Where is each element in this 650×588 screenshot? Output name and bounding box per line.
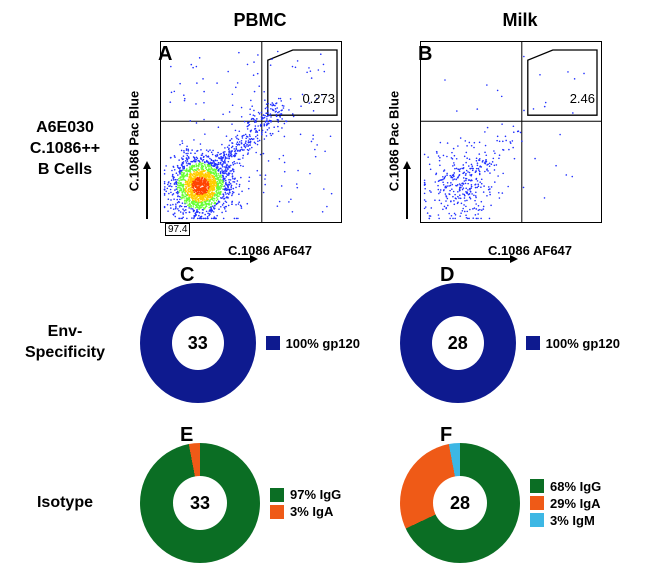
- legend-label: 97% IgG: [290, 487, 341, 502]
- panel-letter-e: E: [180, 424, 193, 447]
- legend-swatch: [526, 336, 540, 350]
- row-label-flow: A6E030C.1086++B Cells: [10, 118, 120, 180]
- legend-item: 3% IgA: [270, 504, 341, 519]
- scatter-plot-b: [420, 41, 602, 223]
- panel-letter-a: A: [158, 43, 172, 66]
- x-arrow-icon: [450, 258, 510, 260]
- legend-swatch: [530, 513, 544, 527]
- panel-a: A C.1086 Pac Blue 0.273 97.4 C.1086 AF64…: [140, 41, 380, 258]
- row-label-env: Env-Specificity: [10, 322, 120, 364]
- legend-swatch: [266, 336, 280, 350]
- col-header-pbmc: PBMC: [140, 10, 380, 31]
- legend-item: 100% gp120: [526, 336, 620, 351]
- panel-b-ylabel: C.1086 Pac Blue: [387, 91, 402, 191]
- donut-center-c: 33: [172, 316, 224, 370]
- figure-grid: PBMC Milk A6E030C.1086++B Cells A C.1086…: [10, 10, 640, 578]
- legend-swatch: [530, 496, 544, 510]
- panel-a-ylabel: C.1086 Pac Blue: [127, 91, 142, 191]
- legend-f: 68% IgG 29% IgA 3% IgM: [530, 477, 601, 530]
- gate-value-a: 0.273: [302, 91, 335, 106]
- panel-letter-c: C: [180, 264, 194, 287]
- legend-label: 3% IgM: [550, 513, 595, 528]
- legend-label: 29% IgA: [550, 496, 601, 511]
- legend-label: 100% gp120: [286, 336, 360, 351]
- panel-f: F 28 68% IgG29% IgA3% IgM: [400, 428, 640, 578]
- donut-center-d: 28: [432, 316, 484, 370]
- donut-chart-e: 33: [140, 443, 260, 563]
- scatter-plot-a: [160, 41, 342, 223]
- legend-swatch: [270, 488, 284, 502]
- legend-item: 3% IgM: [530, 513, 601, 528]
- panel-letter-b: B: [418, 43, 432, 66]
- x-arrow-icon: [190, 258, 250, 260]
- donut-chart-f: 28: [400, 443, 520, 563]
- donut-center-f: 28: [433, 476, 487, 530]
- row-label-iso: Isotype: [10, 493, 120, 514]
- legend-label: 3% IgA: [290, 504, 333, 519]
- legend-label: 68% IgG: [550, 479, 601, 494]
- donut-chart-d: 28: [400, 283, 516, 403]
- legend-label: 100% gp120: [546, 336, 620, 351]
- y-arrow-icon: [406, 169, 408, 219]
- panel-e: E 33 97% IgG3% IgA: [140, 428, 380, 578]
- panel-b: B C.1086 Pac Blue 2.46 C.1086 AF647: [400, 41, 640, 258]
- y-arrow-icon: [146, 169, 148, 219]
- legend-swatch: [530, 479, 544, 493]
- legend-swatch: [270, 505, 284, 519]
- panel-d: D 28 100% gp120: [400, 268, 640, 418]
- panel-letter-f: F: [440, 424, 452, 447]
- corner-value-a: 97.4: [165, 223, 190, 236]
- legend-item: 29% IgA: [530, 496, 601, 511]
- panel-letter-d: D: [440, 264, 454, 287]
- legend-d: 100% gp120: [526, 334, 620, 353]
- legend-item: 100% gp120: [266, 336, 360, 351]
- legend-item: 97% IgG: [270, 487, 341, 502]
- legend-item: 68% IgG: [530, 479, 601, 494]
- donut-center-e: 33: [173, 476, 227, 530]
- panel-c: C 33 100% gp120: [140, 268, 380, 418]
- legend-c: 100% gp120: [266, 334, 360, 353]
- col-header-milk: Milk: [400, 10, 640, 31]
- legend-e: 97% IgG 3% IgA: [270, 485, 341, 521]
- donut-chart-c: 33: [140, 283, 256, 403]
- gate-value-b: 2.46: [570, 91, 595, 106]
